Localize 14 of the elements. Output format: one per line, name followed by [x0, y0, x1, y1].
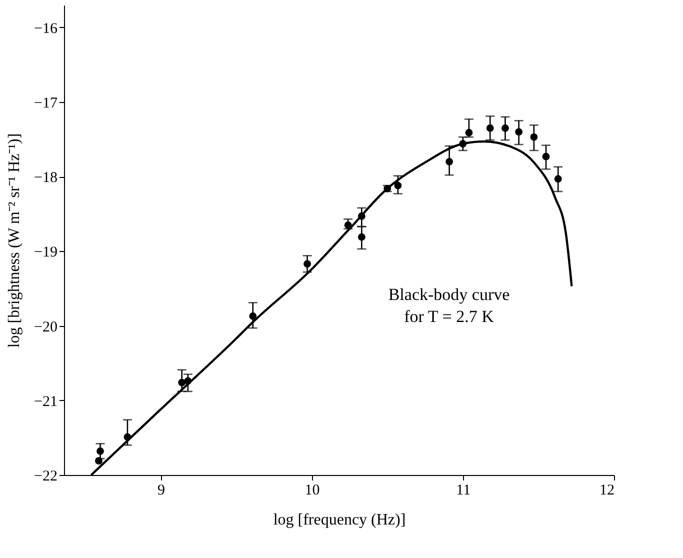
y-tick-label: −17: [34, 95, 58, 112]
y-tick-label: −16: [34, 20, 58, 37]
y-tick-label: −18: [34, 170, 58, 186]
x-tick-label: 10: [304, 482, 320, 498]
y-tick-label: −22: [34, 468, 58, 484]
annotation: Black-body curve for T = 2.7 K: [388, 285, 510, 326]
y-axis-title: log [brightness (W m⁻² sr⁻¹ Hz⁻¹)]: [6, 133, 24, 348]
y-tick-label: −21: [34, 394, 58, 410]
x-axis-title: log [frequency (Hz)]: [273, 512, 406, 528]
y-tick-label: −20: [34, 319, 58, 336]
x-tick-label: 11: [456, 482, 471, 498]
y-tick-label: −19: [34, 244, 58, 261]
x-tick-label: 12: [600, 482, 614, 498]
x-tick-label: 9: [157, 482, 165, 498]
